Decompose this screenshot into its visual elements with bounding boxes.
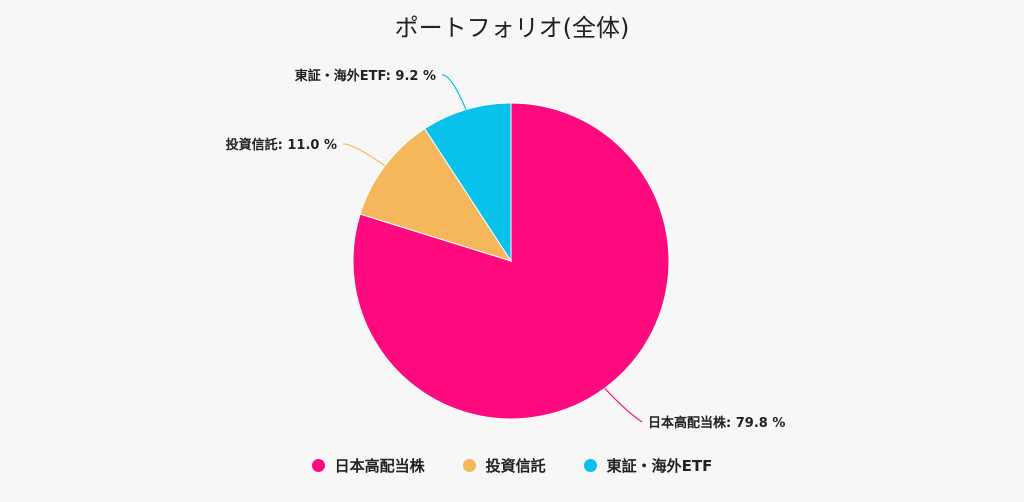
legend-label-investment-trusts: 投資信託 — [485, 457, 546, 475]
connector-line-tse-foreign-etf — [441, 74, 467, 110]
pie-slice-tse-foreign-etf[interactable] — [423, 102, 512, 263]
legend-item-japan-dividend-stocks[interactable]: 日本高配当株 — [311, 455, 425, 476]
pie-slice-investment-trusts[interactable] — [359, 127, 513, 262]
legend-swatch-japan-dividend-stocks — [311, 459, 325, 472]
data-label-investment-trusts: 投資信託: 11.0 % — [226, 137, 337, 153]
legend-item-tse-foreign-etf[interactable]: 東証・海外ETF — [583, 455, 713, 476]
connector-line-investment-trusts — [342, 143, 386, 167]
legend-item-investment-trusts[interactable]: 投資信託 — [462, 455, 546, 476]
data-label-tse-foreign-etf: 東証・海外ETF: 9.2 % — [295, 68, 436, 84]
legend-label-tse-foreign-etf: 東証・海外ETF — [606, 457, 713, 475]
connector-line-japan-dividend-stocks — [604, 387, 643, 423]
data-label-japan-dividend-stocks: 日本高配当株: 79.8 % — [648, 415, 785, 431]
legend-label-japan-dividend-stocks: 日本高配当株 — [334, 457, 425, 475]
legend-swatch-investment-trusts — [462, 459, 476, 472]
legend: 日本高配当株 投資信託 東証・海外ETF — [0, 455, 1024, 476]
legend-swatch-tse-foreign-etf — [583, 459, 597, 472]
chart-title: ポートフォリオ(全体) — [394, 14, 630, 42]
